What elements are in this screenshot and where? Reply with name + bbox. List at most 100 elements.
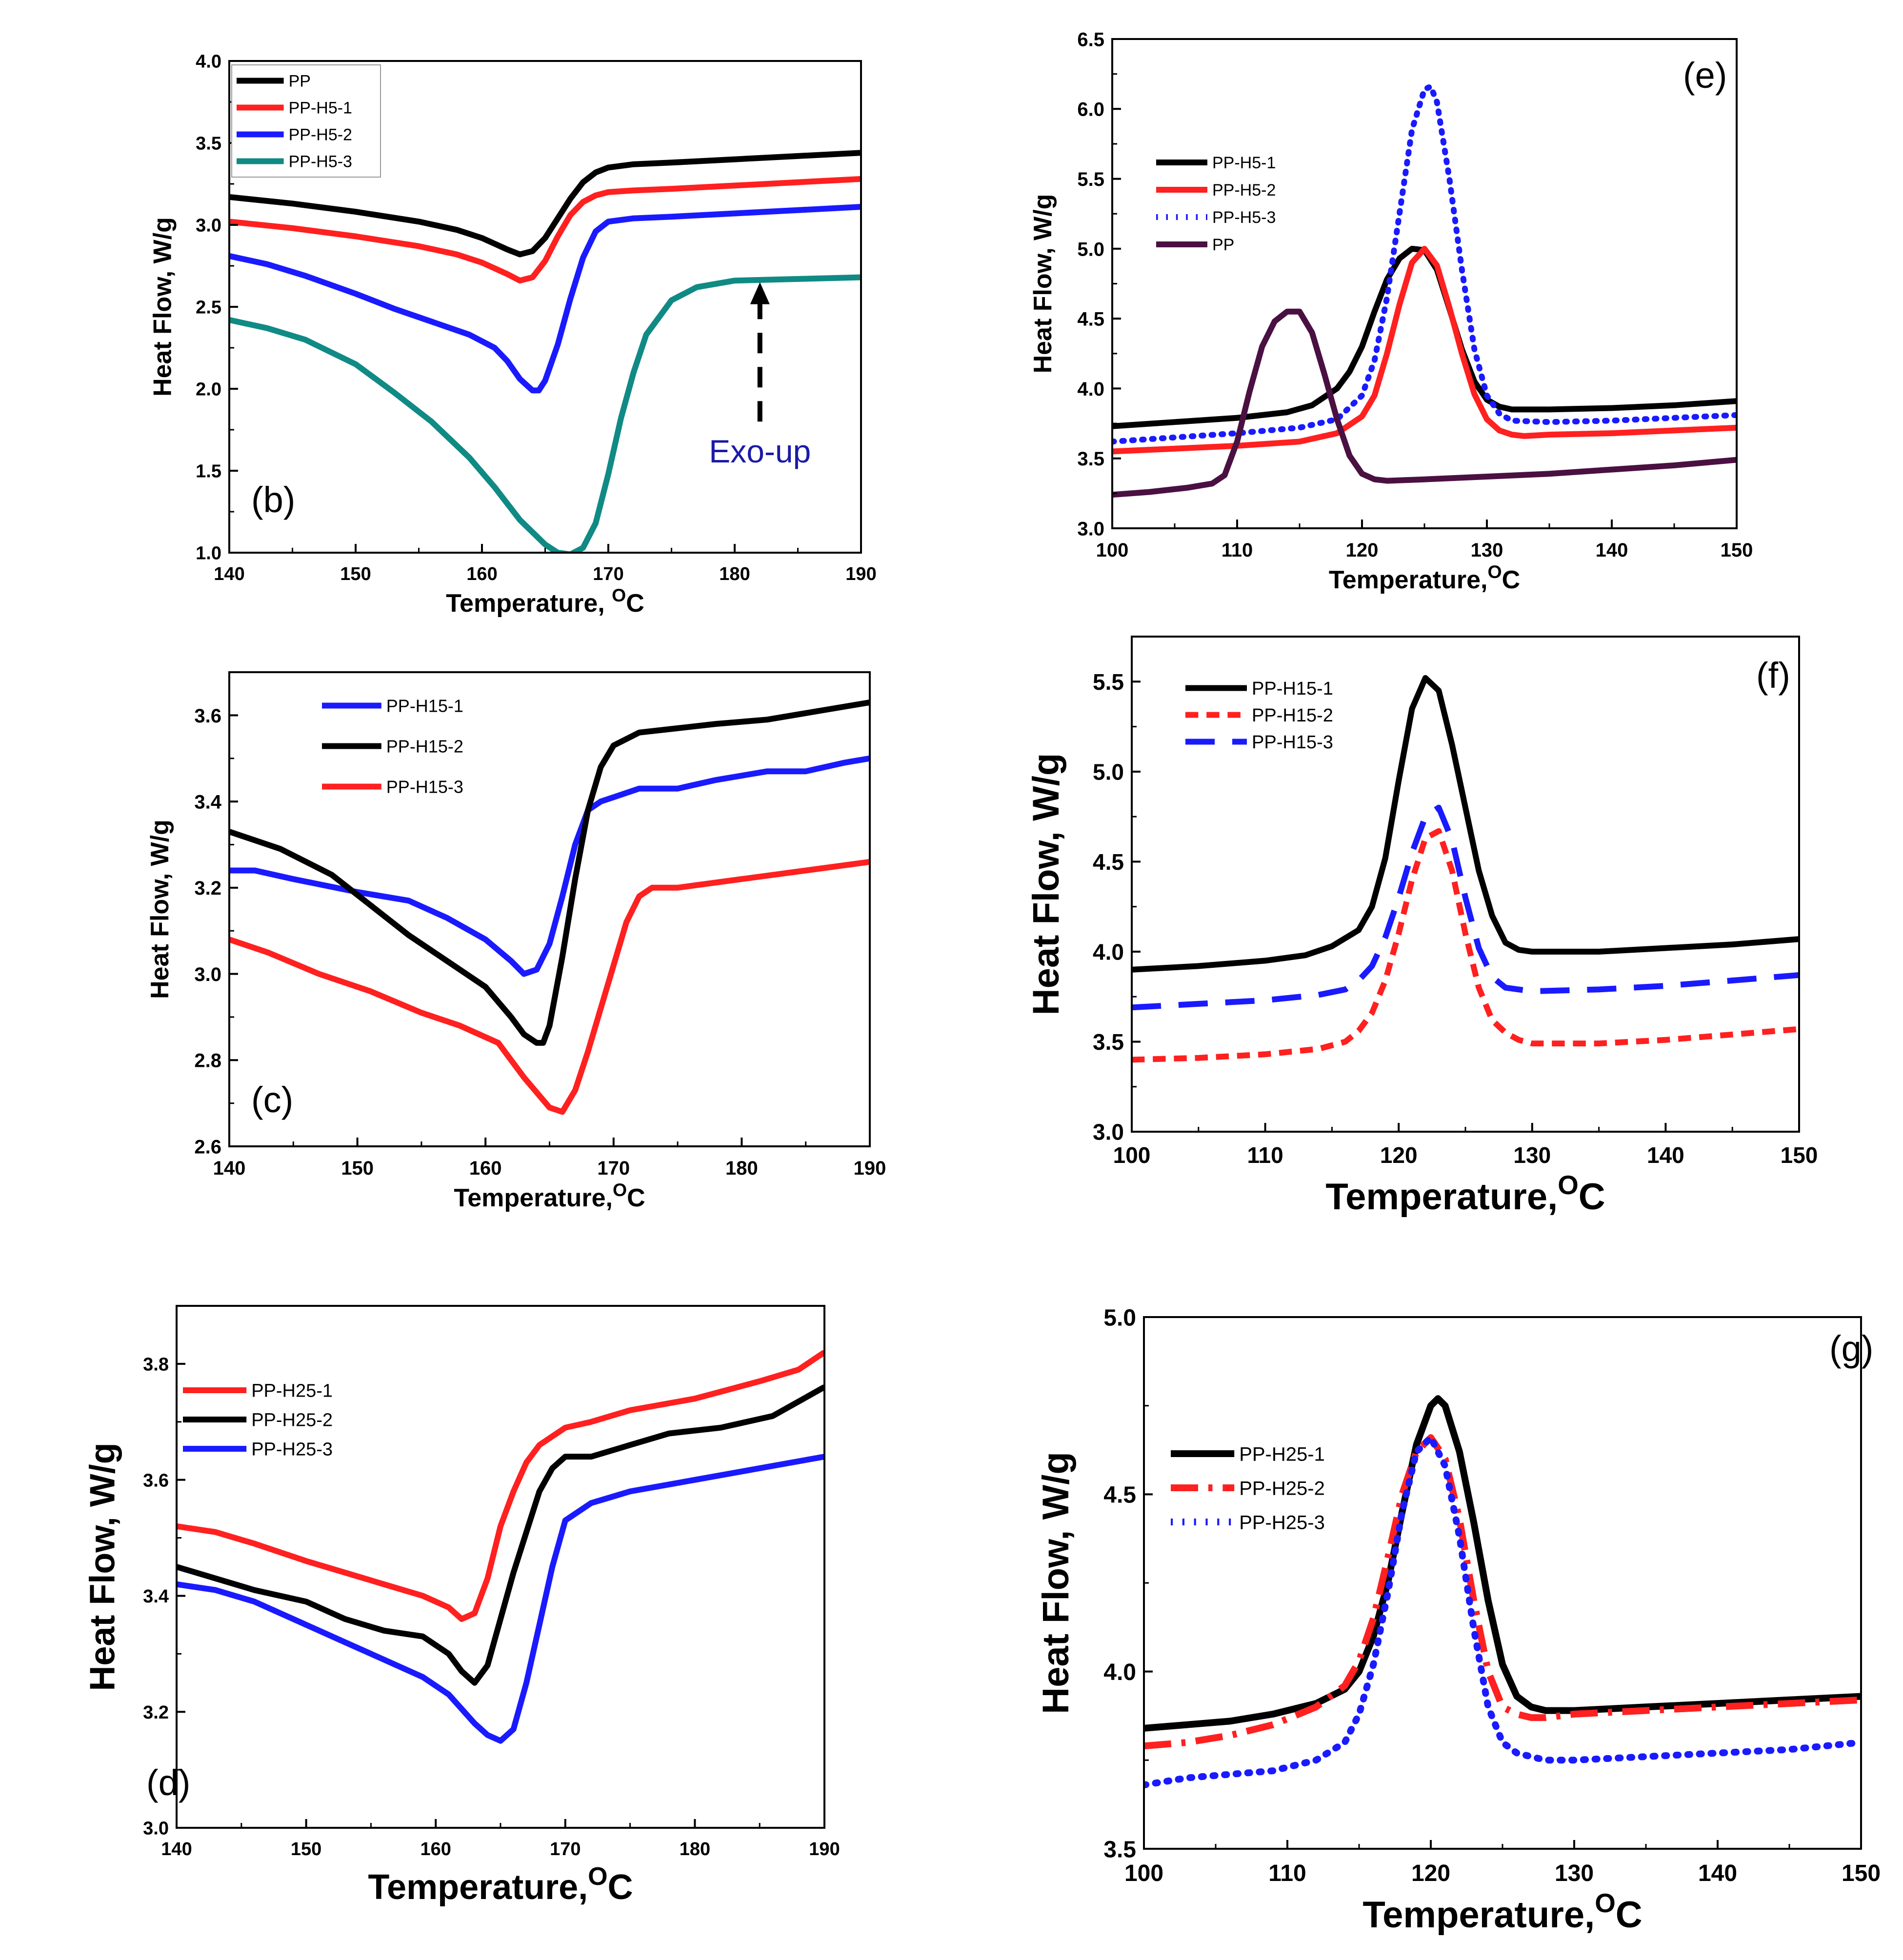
panel-label: (b) <box>251 480 295 520</box>
x-axis-label: Temperature,OC <box>454 1180 645 1212</box>
series-line-pp-h15-3 <box>1132 804 1799 1011</box>
y-tick-label: 6.5 <box>1077 29 1104 50</box>
legend-label: PP <box>289 72 311 91</box>
series-line-pp-h25-2 <box>177 1384 824 1686</box>
y-tick-label: 2.8 <box>194 1050 221 1072</box>
chart-panel-c: 140 150 160 170 180 190 2.6 2.8 3.0 3.2 3.4 3.6 Temp… <box>146 671 886 1212</box>
legend-label: PP-H25-3 <box>1239 1512 1325 1533</box>
legend-label: PP-H25-1 <box>1239 1443 1325 1465</box>
y-tick-label: 5.0 <box>1093 759 1124 784</box>
x-tick-label: 140 <box>1596 540 1628 561</box>
y-axis-label: Heat Flow, W/g <box>1029 194 1057 374</box>
x-tick-label: 130 <box>1555 1860 1594 1886</box>
series-line-pp-h15-3 <box>229 859 870 1115</box>
panel-label: (f) <box>1756 655 1790 696</box>
y-tick-label: 2.5 <box>196 298 221 318</box>
y-axis-label: Heat Flow, W/g <box>148 217 177 397</box>
x-axis-label: Temperature,OC <box>1325 1170 1605 1218</box>
x-tick-label: 100 <box>1096 540 1129 561</box>
x-tick-label: 110 <box>1222 540 1253 561</box>
series-line-pp-h25-3 <box>1144 1434 1861 1789</box>
y-tick-label: 6.0 <box>1077 99 1104 120</box>
x-tick-label: 180 <box>725 1158 758 1179</box>
series-line-pp-h15-2 <box>1132 828 1799 1063</box>
y-tick-label: 3.5 <box>1093 1029 1124 1055</box>
x-tick-label: 150 <box>340 564 371 584</box>
y-tick-label: 3.5 <box>1077 448 1104 470</box>
series-line-pp <box>229 150 861 258</box>
y-axis-label: Heat Flow, W/g <box>1035 1452 1077 1714</box>
x-tick-label: 120 <box>1346 540 1379 561</box>
x-tick-label: 150 <box>1721 540 1753 561</box>
series-line-pp-h25-1 <box>1144 1395 1861 1732</box>
legend-label: PP-H5-1 <box>1212 154 1276 172</box>
y-tick-label: 3.0 <box>196 216 221 236</box>
series-line-pp-h5-1 <box>229 176 861 284</box>
chart-panel-f: 100 110 120 130 140 150 3.0 3.5 4.0 4.5 5.0 5.5 Temp… <box>1025 636 1818 1218</box>
legend-label: PP-H5-2 <box>289 126 352 144</box>
x-tick-label: 160 <box>466 564 497 584</box>
y-tick-label: 4.0 <box>196 52 221 72</box>
x-tick-label: 140 <box>214 564 244 584</box>
series-line-pp-h5-2 <box>1112 245 1737 455</box>
x-tick-label: 170 <box>550 1839 581 1860</box>
x-tick-label: 140 <box>161 1839 192 1860</box>
x-tick-label: 140 <box>1647 1142 1684 1168</box>
legend: PP PP-H5-1 PP-H5-2 PP-H5-3 <box>231 64 381 178</box>
chart-panel-b: 140 150 160 170 180 190 1.0 1.5 2.0 2.5 3.0 3.5 4.0 T… <box>148 52 876 618</box>
x-tick-label: 190 <box>854 1158 886 1179</box>
x-tick-label: 180 <box>680 1839 710 1860</box>
x-tick-label: 190 <box>845 564 876 584</box>
x-tick-label: 160 <box>420 1839 451 1860</box>
series-line-pp-h25-1 <box>177 1350 824 1622</box>
y-tick-label: 2.0 <box>196 380 221 400</box>
y-tick-label: 3.6 <box>143 1470 169 1491</box>
panel-label: (c) <box>251 1080 293 1120</box>
x-tick-label: 140 <box>1698 1860 1737 1886</box>
x-tick-label: 150 <box>1781 1142 1818 1168</box>
x-tick-label: 190 <box>809 1839 840 1860</box>
y-axis-label: Heat Flow, W/g <box>146 820 174 999</box>
exo-up-arrow-head <box>750 282 770 304</box>
legend-label: PP-H15-3 <box>386 777 463 797</box>
legend-label: PP-H5-3 <box>289 153 352 171</box>
legend-label: PP <box>1212 236 1234 254</box>
legend: PP-H25-1 PP-H25-2 PP-H25-3 <box>1171 1443 1325 1533</box>
x-tick-label: 150 <box>341 1158 374 1179</box>
x-axis-label: Temperature,OC <box>1329 561 1520 594</box>
series-line-pp-h15-1 <box>229 755 870 977</box>
legend-label: PP-H25-2 <box>1239 1478 1325 1499</box>
chart-panel-d: 140 150 160 170 180 190 3.0 3.2 3.4 3.6 3.8 Tempera… <box>83 1305 840 1907</box>
y-tick-label: 2.6 <box>194 1136 221 1158</box>
panel-label: (d) <box>146 1762 190 1803</box>
y-tick-label: 3.4 <box>143 1586 169 1607</box>
x-tick-label: 150 <box>1842 1860 1881 1886</box>
y-tick-label: 3.6 <box>194 705 221 727</box>
legend: PP-H5-1 PP-H5-2 PP-H5-3 PP <box>1156 154 1276 254</box>
series-line-pp-h5-1 <box>1112 245 1737 429</box>
exo-up-annotation: Exo-up <box>709 433 811 469</box>
series-line-pp-h15-2 <box>229 699 870 1046</box>
y-tick-label: 3.2 <box>143 1702 169 1723</box>
y-tick-label: 3.0 <box>1093 1120 1124 1145</box>
y-tick-label: 4.5 <box>1077 309 1104 330</box>
legend-label: PP-H25-1 <box>251 1381 333 1401</box>
legend-label: PP-H5-1 <box>289 99 352 118</box>
legend-label: PP-H15-3 <box>1252 732 1333 753</box>
legend-label: PP-H15-1 <box>1252 679 1333 699</box>
y-tick-label: 3.8 <box>143 1355 169 1375</box>
x-tick-label: 100 <box>1124 1860 1163 1886</box>
y-tick-label: 3.4 <box>194 791 221 813</box>
legend-label: PP-H5-2 <box>1212 181 1276 200</box>
y-tick-label: 5.0 <box>1077 239 1104 260</box>
panel-label: (g) <box>1829 1328 1873 1369</box>
x-tick-label: 170 <box>597 1158 630 1179</box>
y-tick-label: 3.2 <box>194 878 221 899</box>
y-tick-label: 3.0 <box>143 1819 169 1839</box>
x-tick-label: 120 <box>1380 1142 1418 1168</box>
y-tick-label: 4.5 <box>1093 849 1124 875</box>
x-tick-label: 180 <box>719 564 750 584</box>
x-tick-label: 160 <box>469 1158 502 1179</box>
